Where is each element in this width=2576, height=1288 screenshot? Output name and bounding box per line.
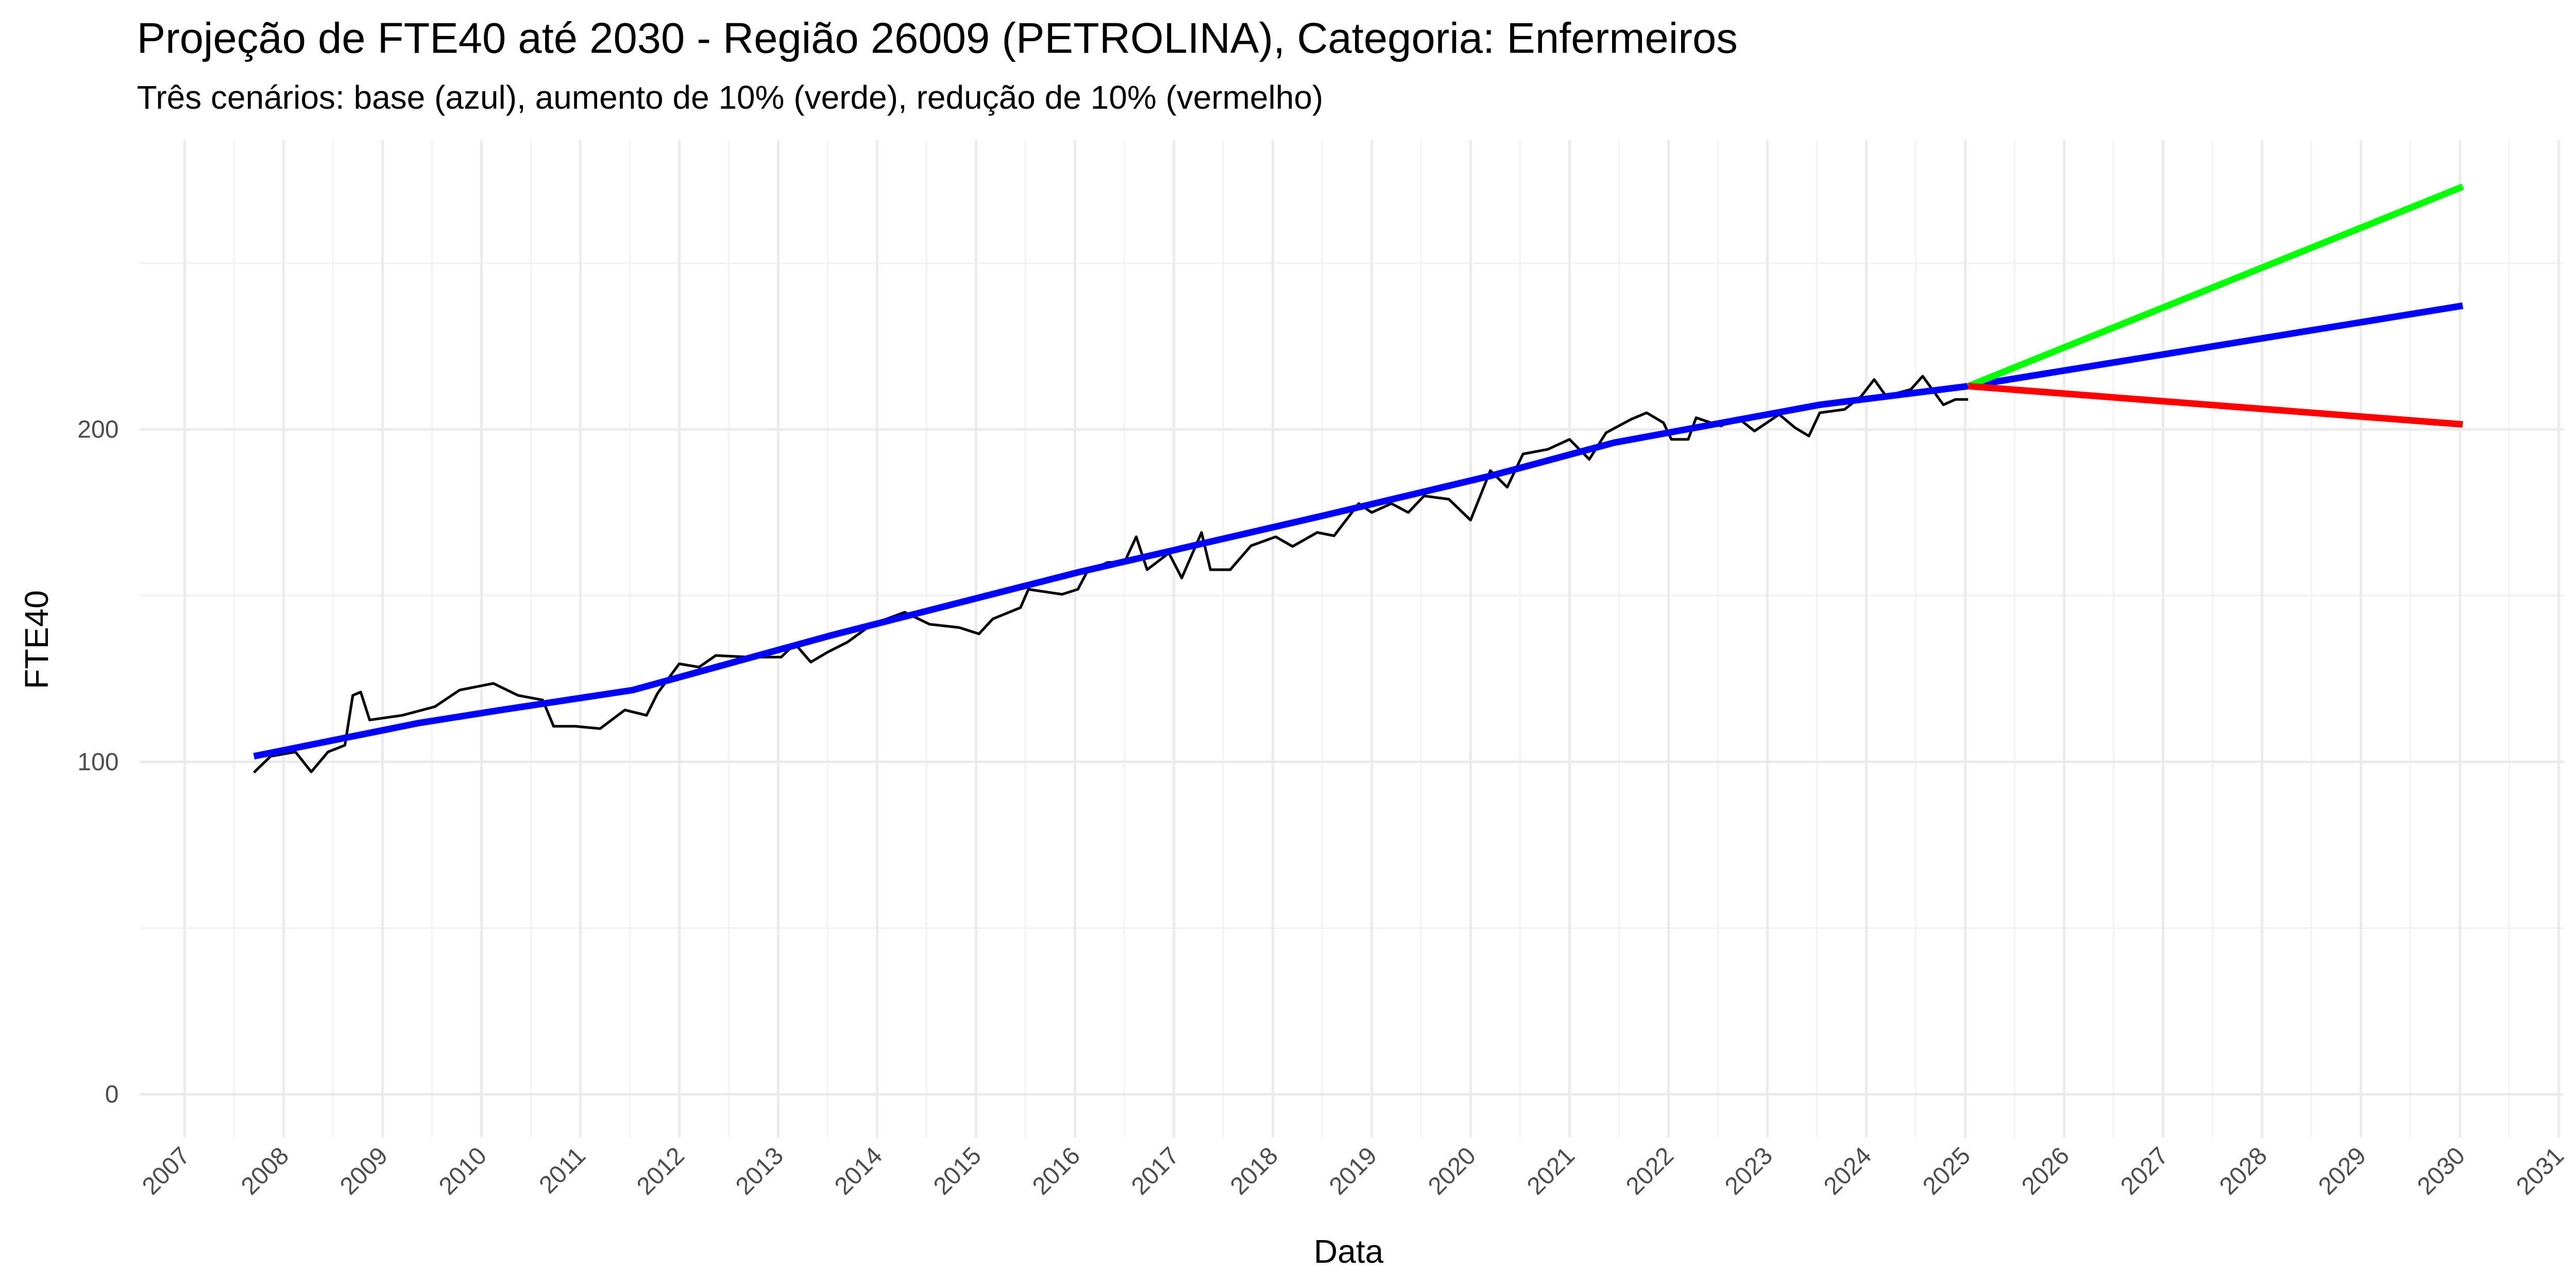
x-tick-label: 2026	[2016, 1142, 2075, 1200]
x-tick-label: 2012	[632, 1142, 690, 1200]
x-tick-label: 2018	[1225, 1142, 1283, 1200]
x-tick-label: 2016	[1027, 1142, 1086, 1200]
x-tick-label: 2009	[335, 1142, 393, 1200]
x-tick-label: 2027	[2115, 1142, 2174, 1200]
x-tick-label: 2029	[2313, 1142, 2371, 1200]
x-tick-label: 2015	[928, 1142, 987, 1200]
series-line	[253, 375, 1969, 774]
series-line	[1968, 383, 2463, 428]
x-tick-label: 2020	[1423, 1142, 1481, 1200]
x-tick-label: 2025	[1918, 1142, 1976, 1200]
x-tick-label: 2023	[1720, 1142, 1778, 1200]
series-line	[1968, 302, 2464, 389]
y-axis-label: FTE40	[18, 590, 55, 689]
chart-title: Projeção de FTE40 até 2030 - Região 2600…	[137, 14, 1738, 62]
x-tick-label: 2014	[829, 1142, 888, 1200]
chart-subtitle: Três cenários: base (azul), aumento de 1…	[137, 79, 1324, 116]
y-tick-label: 200	[77, 416, 118, 443]
series-line	[253, 383, 1969, 760]
x-tick-label: 2022	[1621, 1142, 1679, 1200]
x-tick-label: 2011	[534, 1142, 591, 1199]
grid	[140, 140, 2564, 1138]
x-tick-label: 2017	[1126, 1142, 1184, 1200]
x-tick-label: 2008	[236, 1142, 294, 1200]
plot-area	[253, 183, 2464, 774]
x-tick-label: 2007	[137, 1142, 195, 1200]
y-tick-label: 0	[105, 1081, 119, 1108]
series-line	[1967, 183, 2464, 389]
x-tick-label: 2010	[434, 1142, 492, 1200]
x-tick-label: 2019	[1324, 1142, 1382, 1200]
x-tick-label: 2030	[2412, 1142, 2470, 1200]
x-tick-label: 2028	[2214, 1142, 2273, 1200]
x-tick-label: 2031	[2511, 1142, 2569, 1200]
x-tick-label: 2013	[731, 1142, 789, 1200]
x-axis-label: Data	[1314, 1233, 1384, 1270]
y-tick-label: 100	[77, 749, 118, 776]
x-tick-label: 2021	[1522, 1142, 1580, 1200]
x-tick-label: 2024	[1819, 1142, 1877, 1200]
